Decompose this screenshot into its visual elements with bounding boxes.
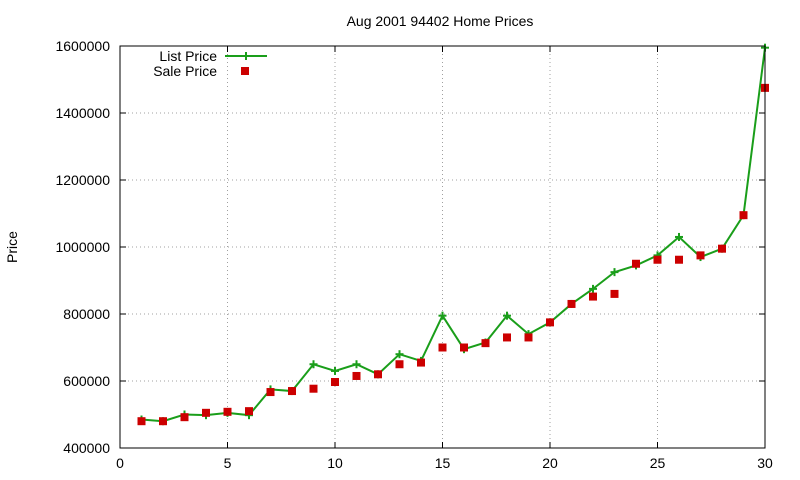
sale-price-point <box>481 339 490 348</box>
x-tick-label: 15 <box>435 455 451 471</box>
y-tick-label: 400000 <box>63 440 110 456</box>
sale-price-point <box>696 251 705 260</box>
chart-title: Aug 2001 94402 Home Prices <box>347 13 534 29</box>
series-layer <box>137 43 769 426</box>
list-price-point <box>352 360 361 369</box>
grid-lines <box>120 46 765 448</box>
y-tick-label: 800000 <box>63 306 110 322</box>
y-tick-label: 1200000 <box>55 172 110 188</box>
sale-price-point <box>352 371 361 380</box>
legend: List Price Sale Price <box>153 48 267 79</box>
sale-price-point <box>524 333 533 342</box>
list-price-point <box>675 232 683 241</box>
list-price-point <box>438 311 447 320</box>
x-tick-label: 5 <box>224 455 232 471</box>
sale-price-point <box>395 360 404 369</box>
legend-label-sale-price: Sale Price <box>153 63 217 79</box>
sale-price-point <box>503 333 511 342</box>
legend-marker-sale-price <box>241 67 249 75</box>
x-tick-labels: 0 5 10 15 20 25 30 <box>116 455 773 471</box>
list-price-point <box>331 366 339 375</box>
sale-price-point <box>653 255 662 264</box>
x-tick-label: 20 <box>542 455 558 471</box>
list-price-point <box>395 350 404 359</box>
legend-marker-list-price <box>242 52 250 60</box>
sale-price-point <box>567 299 576 308</box>
sale-price-point <box>331 378 339 387</box>
y-tick-labels: 400000 600000 800000 1000000 1200000 1400000 1… <box>55 38 110 456</box>
legend-label-list-price: List Price <box>159 48 217 64</box>
x-tick-label: 25 <box>650 455 666 471</box>
x-tick-label: 10 <box>327 455 343 471</box>
y-tick-label: 1400000 <box>55 105 110 121</box>
plot-frame <box>119 45 766 449</box>
sale-price-point <box>309 384 318 393</box>
list-price-point <box>309 360 318 369</box>
list-price-line <box>141 47 766 423</box>
sale-price-point <box>374 370 382 379</box>
sale-price-point <box>202 408 210 417</box>
sale-price-point <box>460 343 468 352</box>
x-tick-label: 0 <box>116 455 124 471</box>
list-price-point <box>589 284 597 293</box>
sale-price-point <box>245 407 253 416</box>
sale-price-point <box>739 211 748 220</box>
sale-price-point <box>438 343 447 352</box>
sale-price-point <box>589 292 597 301</box>
sale-price-point <box>137 417 146 426</box>
sale-price-point <box>632 259 640 268</box>
list-price-point <box>610 268 619 277</box>
sale-price-point <box>610 289 619 298</box>
y-tick-label: 1600000 <box>55 38 110 54</box>
sale-price-point <box>417 358 425 367</box>
y-tick-label: 1000000 <box>55 239 110 255</box>
list-price-point <box>503 311 511 320</box>
sale-price-point <box>223 407 232 416</box>
sale-price-point <box>266 388 275 397</box>
sale-price-point <box>159 417 167 426</box>
sale-price-point <box>718 244 726 253</box>
y-tick-label: 600000 <box>63 373 110 389</box>
sale-price-point <box>675 255 683 264</box>
y-axis-label: Price <box>4 231 20 263</box>
x-tick-label: 30 <box>757 455 773 471</box>
sale-price-point <box>180 413 189 422</box>
sale-price-point <box>546 318 554 327</box>
sale-price-point <box>288 387 296 396</box>
